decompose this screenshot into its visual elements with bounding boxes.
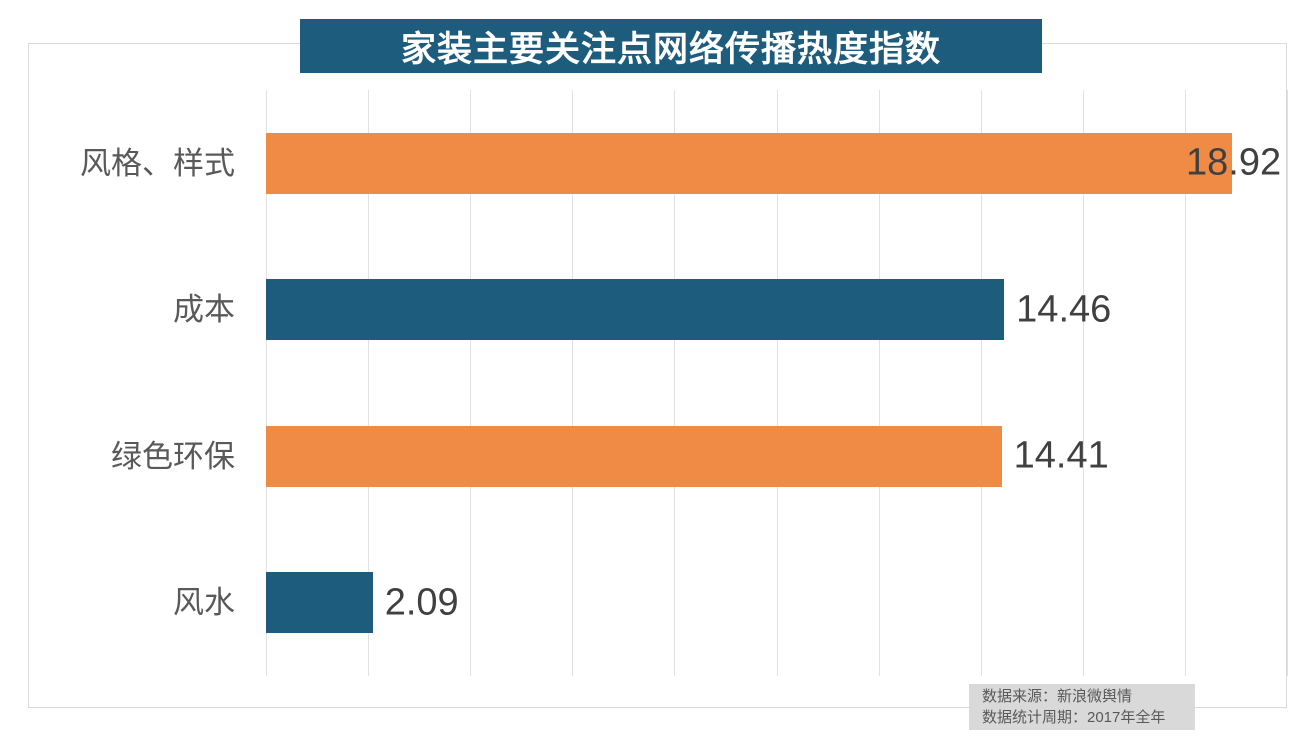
category-label: 风水 <box>173 585 235 621</box>
gridline <box>674 90 676 676</box>
value-label: 18.92 <box>1186 141 1282 184</box>
bar-row: 成本 14.46 <box>173 279 1287 341</box>
gridline <box>1184 90 1186 676</box>
data-period-line: 数据统计周期：2017年全年 <box>982 709 1166 726</box>
bar-row: 风格、样式 18.92 <box>80 132 1287 194</box>
gridline <box>572 90 574 676</box>
bar-row: 风水 2.09 <box>173 572 1287 634</box>
bar <box>266 132 1232 194</box>
value-label: 14.46 <box>1016 288 1112 331</box>
gridline <box>776 90 778 676</box>
bar-row: 绿色环保 14.41 <box>111 425 1287 487</box>
bar <box>266 572 373 634</box>
plot-area: 风格、样式 18.92 成本 14.46 绿色环保 14.41 风水 2.09 <box>80 90 1288 676</box>
gridline <box>1082 90 1084 676</box>
gridline <box>1287 90 1288 676</box>
data-source-line: 数据来源：新浪微舆情 <box>982 688 1133 705</box>
data-source-box: 数据来源：新浪微舆情 数据统计周期：2017年全年 <box>969 684 1195 730</box>
category-label: 风格、样式 <box>80 145 235 181</box>
bar <box>266 279 1005 341</box>
category-label: 绿色环保 <box>111 438 235 474</box>
gridline <box>368 90 370 676</box>
value-label: 2.09 <box>384 581 459 624</box>
chart-title: 家装主要关注点网络传播热度指数 <box>400 29 941 69</box>
value-label: 14.41 <box>1013 434 1109 477</box>
bar <box>266 425 1002 487</box>
gridline <box>980 90 982 676</box>
category-label: 成本 <box>173 292 235 328</box>
gridline <box>266 90 267 676</box>
gridline <box>878 90 880 676</box>
gridline <box>470 90 472 676</box>
chart-title-banner: 家装主要关注点网络传播热度指数 <box>300 19 1042 73</box>
